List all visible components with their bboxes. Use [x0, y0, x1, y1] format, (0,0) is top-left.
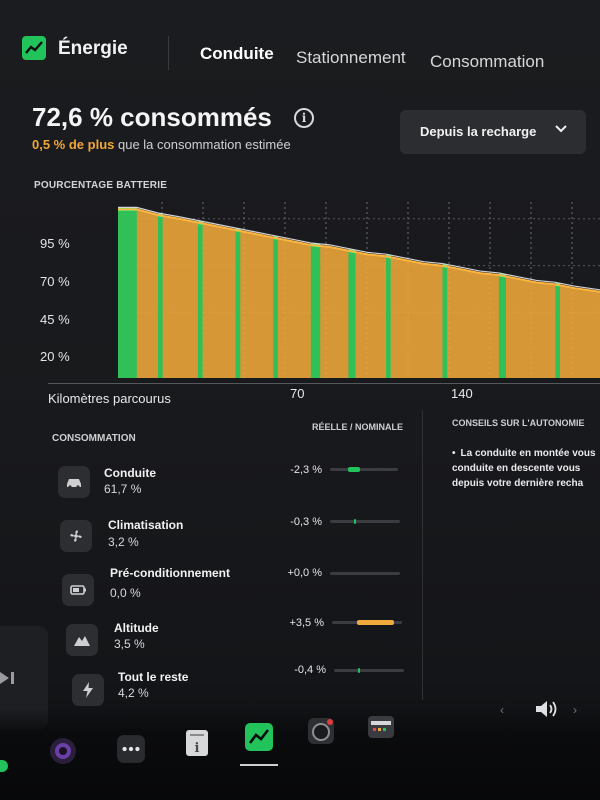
- tips-text: • La conduite en montée vous conduite en …: [452, 448, 596, 489]
- energy-dock-icon[interactable]: [244, 722, 274, 752]
- consumption-row-percent: 0,0 %: [110, 586, 141, 600]
- energy-app-icon: [22, 36, 46, 60]
- consumption-row-bar: [332, 620, 402, 625]
- y-tick-label: 70 %: [40, 274, 70, 289]
- regen-segment: [235, 229, 241, 378]
- active-app-indicator: [240, 764, 278, 766]
- regen-segment: [273, 237, 278, 378]
- consumption-row-delta: +3,5 %: [289, 617, 324, 629]
- chart-title: POURCENTAGE BATTERIE: [34, 180, 168, 191]
- consumption-row-label: Pré-conditionnement: [110, 566, 231, 580]
- consumed-percentage-headline: 72,6 % consommés: [32, 102, 272, 132]
- regen-segment: [310, 244, 321, 378]
- regen-segment: [197, 222, 203, 378]
- consumption-bar-fill: [354, 519, 356, 524]
- chevron-down-icon: [555, 125, 567, 133]
- consumption-bar-fill: [348, 467, 361, 472]
- toybox-icon[interactable]: [366, 712, 396, 742]
- consumption-row-bar: [330, 467, 398, 472]
- range-dropdown[interactable]: Depuis la recharge: [400, 110, 586, 154]
- skip-next-icon[interactable]: [0, 668, 20, 688]
- svg-text:i: i: [195, 741, 200, 756]
- nominal-line: [118, 206, 600, 291]
- x-axis-line: [48, 383, 600, 384]
- estimate-comparison: 0,5 % de plus que la consommation estimé…: [32, 137, 291, 152]
- consumption-row-delta: -0,4 %: [294, 664, 326, 676]
- regen-segment: [555, 284, 561, 378]
- x-tick-label: 70: [290, 386, 305, 401]
- info-icon[interactable]: i: [294, 108, 314, 128]
- regen-segment: [498, 274, 506, 378]
- fan-icon: [60, 520, 92, 552]
- regen-segment: [118, 209, 137, 378]
- consumption-column-header: RÉELLE / NOMINALE: [312, 422, 404, 432]
- consumption-row-percent: 61,7 %: [104, 482, 142, 496]
- regen-segment: [157, 214, 163, 378]
- tab-conduite[interactable]: Conduite: [200, 44, 274, 63]
- range-dropdown-label: Depuis la recharge: [420, 124, 537, 139]
- consumption-row-label: Altitude: [114, 621, 159, 635]
- consumption-bar-fill: [357, 620, 394, 625]
- taskbar: [0, 708, 600, 800]
- consumption-row-label: Climatisation: [108, 518, 184, 532]
- regen-segment: [348, 250, 356, 378]
- consumption-row-delta: +0,0 %: [287, 567, 322, 579]
- x-tick-label: 140: [451, 386, 473, 401]
- app-title: Énergie: [58, 38, 128, 59]
- consumption-row-label: Tout le reste: [118, 670, 189, 684]
- tips-divider: [422, 410, 423, 700]
- tab-consommation[interactable]: Consommation: [430, 52, 545, 71]
- y-tick-label: 20 %: [40, 349, 70, 364]
- consumption-row-label: Conduite: [104, 466, 156, 480]
- estimate-delta-rest: que la consommation estimée: [114, 137, 291, 152]
- manual-icon[interactable]: i: [182, 728, 212, 758]
- battery-chart: [118, 202, 600, 378]
- car-icon: [58, 466, 90, 498]
- consumption-row-bar: [330, 519, 400, 524]
- chart-areas: [118, 209, 600, 378]
- consumption-row-bar: [330, 572, 400, 575]
- chart-lines: [118, 206, 600, 293]
- consumption-area: [118, 209, 600, 378]
- tab-stationnement[interactable]: Stationnement: [296, 48, 406, 67]
- camera-icon[interactable]: [48, 736, 78, 766]
- volume-up-chevron-icon[interactable]: ›: [573, 703, 577, 717]
- x-axis-title: Kilomètres parcourus: [48, 391, 171, 406]
- consumption-bar-fill: [357, 668, 361, 673]
- status-indicator: [0, 760, 8, 772]
- dashcam-icon[interactable]: [306, 716, 336, 746]
- more-icon[interactable]: [116, 734, 146, 764]
- tips-title: CONSEILS SUR L'AUTONOMIE: [452, 418, 585, 428]
- consumption-row-percent: 3,5 %: [114, 637, 145, 651]
- mountain-icon: [66, 624, 98, 656]
- y-tick-label: 95 %: [40, 236, 70, 251]
- volume-down-chevron-icon[interactable]: ‹: [500, 703, 504, 717]
- lightning-icon: [72, 674, 104, 706]
- consumption-row-delta: -2,3 %: [290, 464, 322, 476]
- estimate-delta: 0,5 % de plus: [32, 137, 115, 152]
- tips-text-body: La conduite en montée vous conduite en d…: [452, 448, 596, 489]
- actual-line: [118, 208, 600, 293]
- header-divider: [168, 36, 169, 70]
- consumption-row-percent: 3,2 %: [108, 535, 139, 549]
- consumption-row-percent: 4,2 %: [118, 686, 149, 700]
- consumption-row-delta: -0,3 %: [290, 516, 322, 528]
- battery-icon: [62, 574, 94, 606]
- consumption-title: CONSOMMATION: [52, 433, 136, 444]
- regen-segment: [442, 265, 448, 378]
- y-tick-label: 45 %: [40, 312, 70, 327]
- regen-segment: [386, 256, 391, 378]
- volume-icon[interactable]: [534, 698, 560, 720]
- consumption-row-bar: [334, 668, 404, 673]
